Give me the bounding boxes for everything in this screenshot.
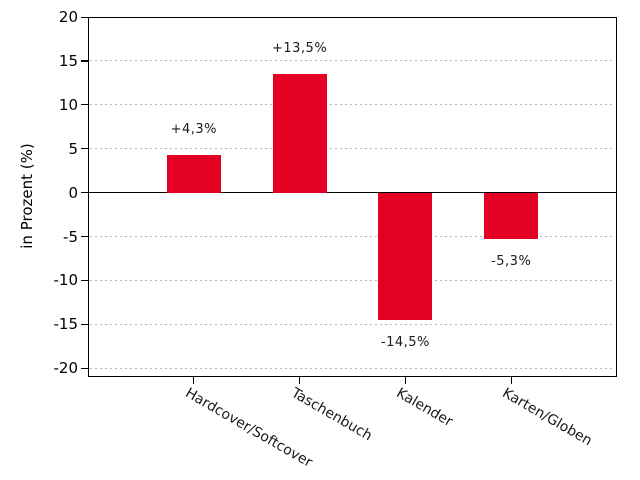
gridline (90, 279, 615, 281)
y-tick-label: 5 (68, 139, 78, 158)
y-tick (81, 279, 88, 282)
gridline (90, 236, 615, 237)
bar (484, 192, 539, 240)
y-tick (81, 323, 88, 325)
x-category-label: Kalender (393, 385, 456, 431)
gridline (90, 367, 615, 369)
y-tick-label: 0 (68, 183, 78, 202)
bar (166, 154, 221, 193)
bar-value-label: +13,5% (271, 41, 328, 57)
y-tick (81, 236, 88, 238)
gridline (90, 104, 615, 106)
x-tick (193, 377, 195, 384)
y-tick-label: -15 (53, 315, 79, 334)
x-category-label: Taschenbuch (288, 385, 375, 445)
bar-value-label: +4,3% (170, 121, 217, 137)
bar (378, 192, 433, 320)
y-tick-label: -10 (53, 271, 79, 290)
y-tick (81, 367, 88, 369)
y-tick-label: 20 (58, 8, 78, 26)
bar (272, 74, 327, 193)
y-tick-label: 15 (58, 51, 78, 70)
x-tick (404, 377, 407, 384)
y-tick (81, 60, 88, 62)
x-category-label: Karten/Globen (499, 385, 595, 450)
y-tick (81, 148, 88, 150)
y-tick (81, 192, 88, 194)
x-tick (510, 377, 512, 384)
gridline (90, 148, 615, 150)
y-tick (81, 104, 88, 106)
gridline (90, 323, 615, 325)
zero-line (89, 192, 616, 194)
plot-border (88, 17, 617, 377)
gridline (90, 60, 615, 62)
y-tick-label: -20 (53, 359, 79, 378)
y-tick-label: 10 (58, 95, 78, 114)
x-tick (299, 377, 301, 384)
y-tick-label: -5 (63, 227, 78, 246)
bar-value-label: -5,3% (491, 254, 532, 270)
y-tick (81, 16, 88, 18)
bar-value-label: -14,5% (380, 334, 430, 350)
